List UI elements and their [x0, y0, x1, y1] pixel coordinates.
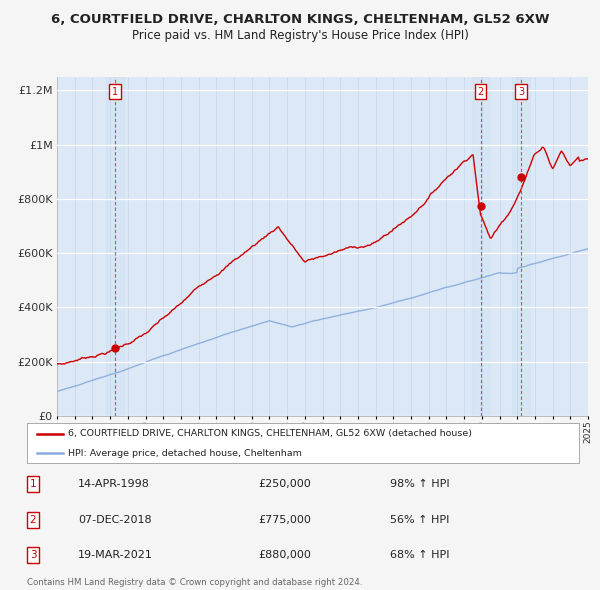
Text: £880,000: £880,000 — [258, 550, 311, 560]
Text: 2: 2 — [478, 87, 484, 97]
Bar — [106, 77, 124, 416]
Text: 6, COURTFIELD DRIVE, CHARLTON KINGS, CHELTENHAM, GL52 6XW: 6, COURTFIELD DRIVE, CHARLTON KINGS, CHE… — [51, 13, 549, 26]
Bar — [512, 77, 530, 416]
Text: 1: 1 — [112, 87, 118, 97]
Text: 19-MAR-2021: 19-MAR-2021 — [78, 550, 153, 560]
Text: £775,000: £775,000 — [258, 515, 311, 525]
Text: HPI: Average price, detached house, Cheltenham: HPI: Average price, detached house, Chel… — [68, 448, 302, 458]
Text: 68% ↑ HPI: 68% ↑ HPI — [390, 550, 449, 560]
Text: 14-APR-1998: 14-APR-1998 — [78, 480, 150, 489]
Text: 07-DEC-2018: 07-DEC-2018 — [78, 515, 152, 525]
Text: Contains HM Land Registry data © Crown copyright and database right 2024.: Contains HM Land Registry data © Crown c… — [27, 578, 362, 587]
Text: 3: 3 — [29, 550, 37, 560]
Text: Price paid vs. HM Land Registry's House Price Index (HPI): Price paid vs. HM Land Registry's House … — [131, 30, 469, 42]
Text: 56% ↑ HPI: 56% ↑ HPI — [390, 515, 449, 525]
Text: 2: 2 — [29, 515, 37, 525]
Text: £250,000: £250,000 — [258, 480, 311, 489]
Text: 6, COURTFIELD DRIVE, CHARLTON KINGS, CHELTENHAM, GL52 6XW (detached house): 6, COURTFIELD DRIVE, CHARLTON KINGS, CHE… — [68, 430, 472, 438]
Text: 98% ↑ HPI: 98% ↑ HPI — [390, 480, 449, 489]
Text: 3: 3 — [518, 87, 524, 97]
Bar — [472, 77, 490, 416]
Text: 1: 1 — [29, 480, 37, 489]
